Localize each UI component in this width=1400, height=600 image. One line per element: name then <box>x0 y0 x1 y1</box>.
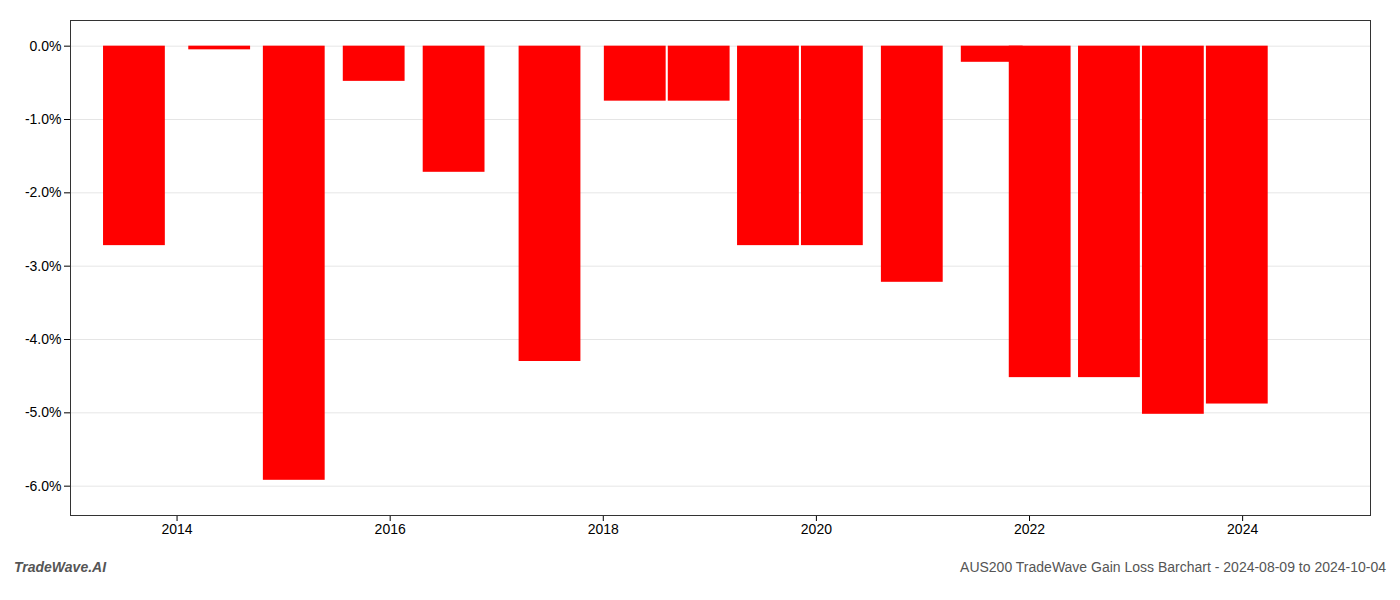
svg-text:-2.0%: -2.0% <box>25 184 62 200</box>
svg-text:2016: 2016 <box>375 521 406 537</box>
svg-text:2022: 2022 <box>1014 521 1045 537</box>
html-text:TradeWave.AI: TradeWave.AI <box>14 559 107 575</box>
svg-text:2024: 2024 <box>1227 521 1258 537</box>
svg-text:2020: 2020 <box>801 521 832 537</box>
svg-text:-3.0%: -3.0% <box>25 258 62 274</box>
html-text:AUS200 TradeWave Gain Loss Bar: AUS200 TradeWave Gain Loss Barchart - 20… <box>960 559 1386 575</box>
svg-text:-1.0%: -1.0% <box>25 111 62 127</box>
svg-text:-5.0%: -5.0% <box>25 404 62 420</box>
svg-text:0.0%: 0.0% <box>30 38 62 54</box>
svg-text:2014: 2014 <box>161 521 192 537</box>
svg-text:-4.0%: -4.0% <box>25 331 62 347</box>
svg-text:-6.0%: -6.0% <box>25 478 62 494</box>
svg-text:2018: 2018 <box>588 521 619 537</box>
